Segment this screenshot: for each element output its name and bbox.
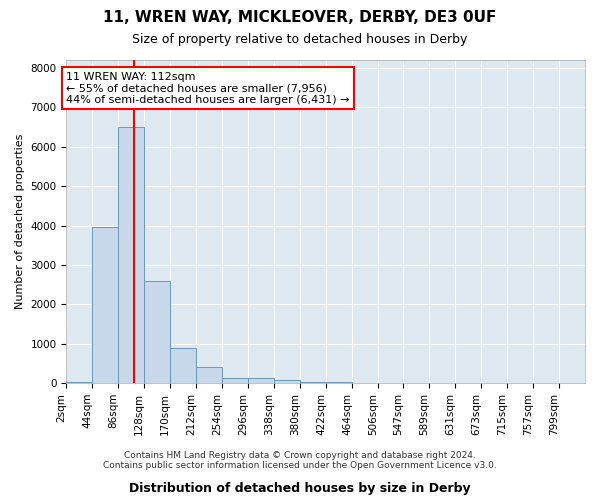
- Bar: [248, 378, 274, 383]
- Bar: [144, 280, 170, 383]
- Bar: [67, 382, 92, 383]
- Text: Size of property relative to detached houses in Derby: Size of property relative to detached ho…: [133, 32, 467, 46]
- Text: Contains HM Land Registry data © Crown copyright and database right 2024.
Contai: Contains HM Land Registry data © Crown c…: [103, 450, 497, 470]
- Text: Distribution of detached houses by size in Derby: Distribution of detached houses by size …: [129, 482, 471, 495]
- Bar: [274, 380, 300, 383]
- Bar: [170, 348, 196, 383]
- Text: 11, WREN WAY, MICKLEOVER, DERBY, DE3 0UF: 11, WREN WAY, MICKLEOVER, DERBY, DE3 0UF: [103, 10, 497, 25]
- Y-axis label: Number of detached properties: Number of detached properties: [15, 134, 25, 310]
- Bar: [326, 382, 352, 383]
- Bar: [92, 228, 118, 383]
- Bar: [118, 127, 144, 383]
- Text: 11 WREN WAY: 112sqm
← 55% of detached houses are smaller (7,956)
44% of semi-det: 11 WREN WAY: 112sqm ← 55% of detached ho…: [67, 72, 350, 105]
- Bar: [196, 368, 222, 383]
- Bar: [222, 378, 248, 383]
- Bar: [300, 382, 326, 383]
